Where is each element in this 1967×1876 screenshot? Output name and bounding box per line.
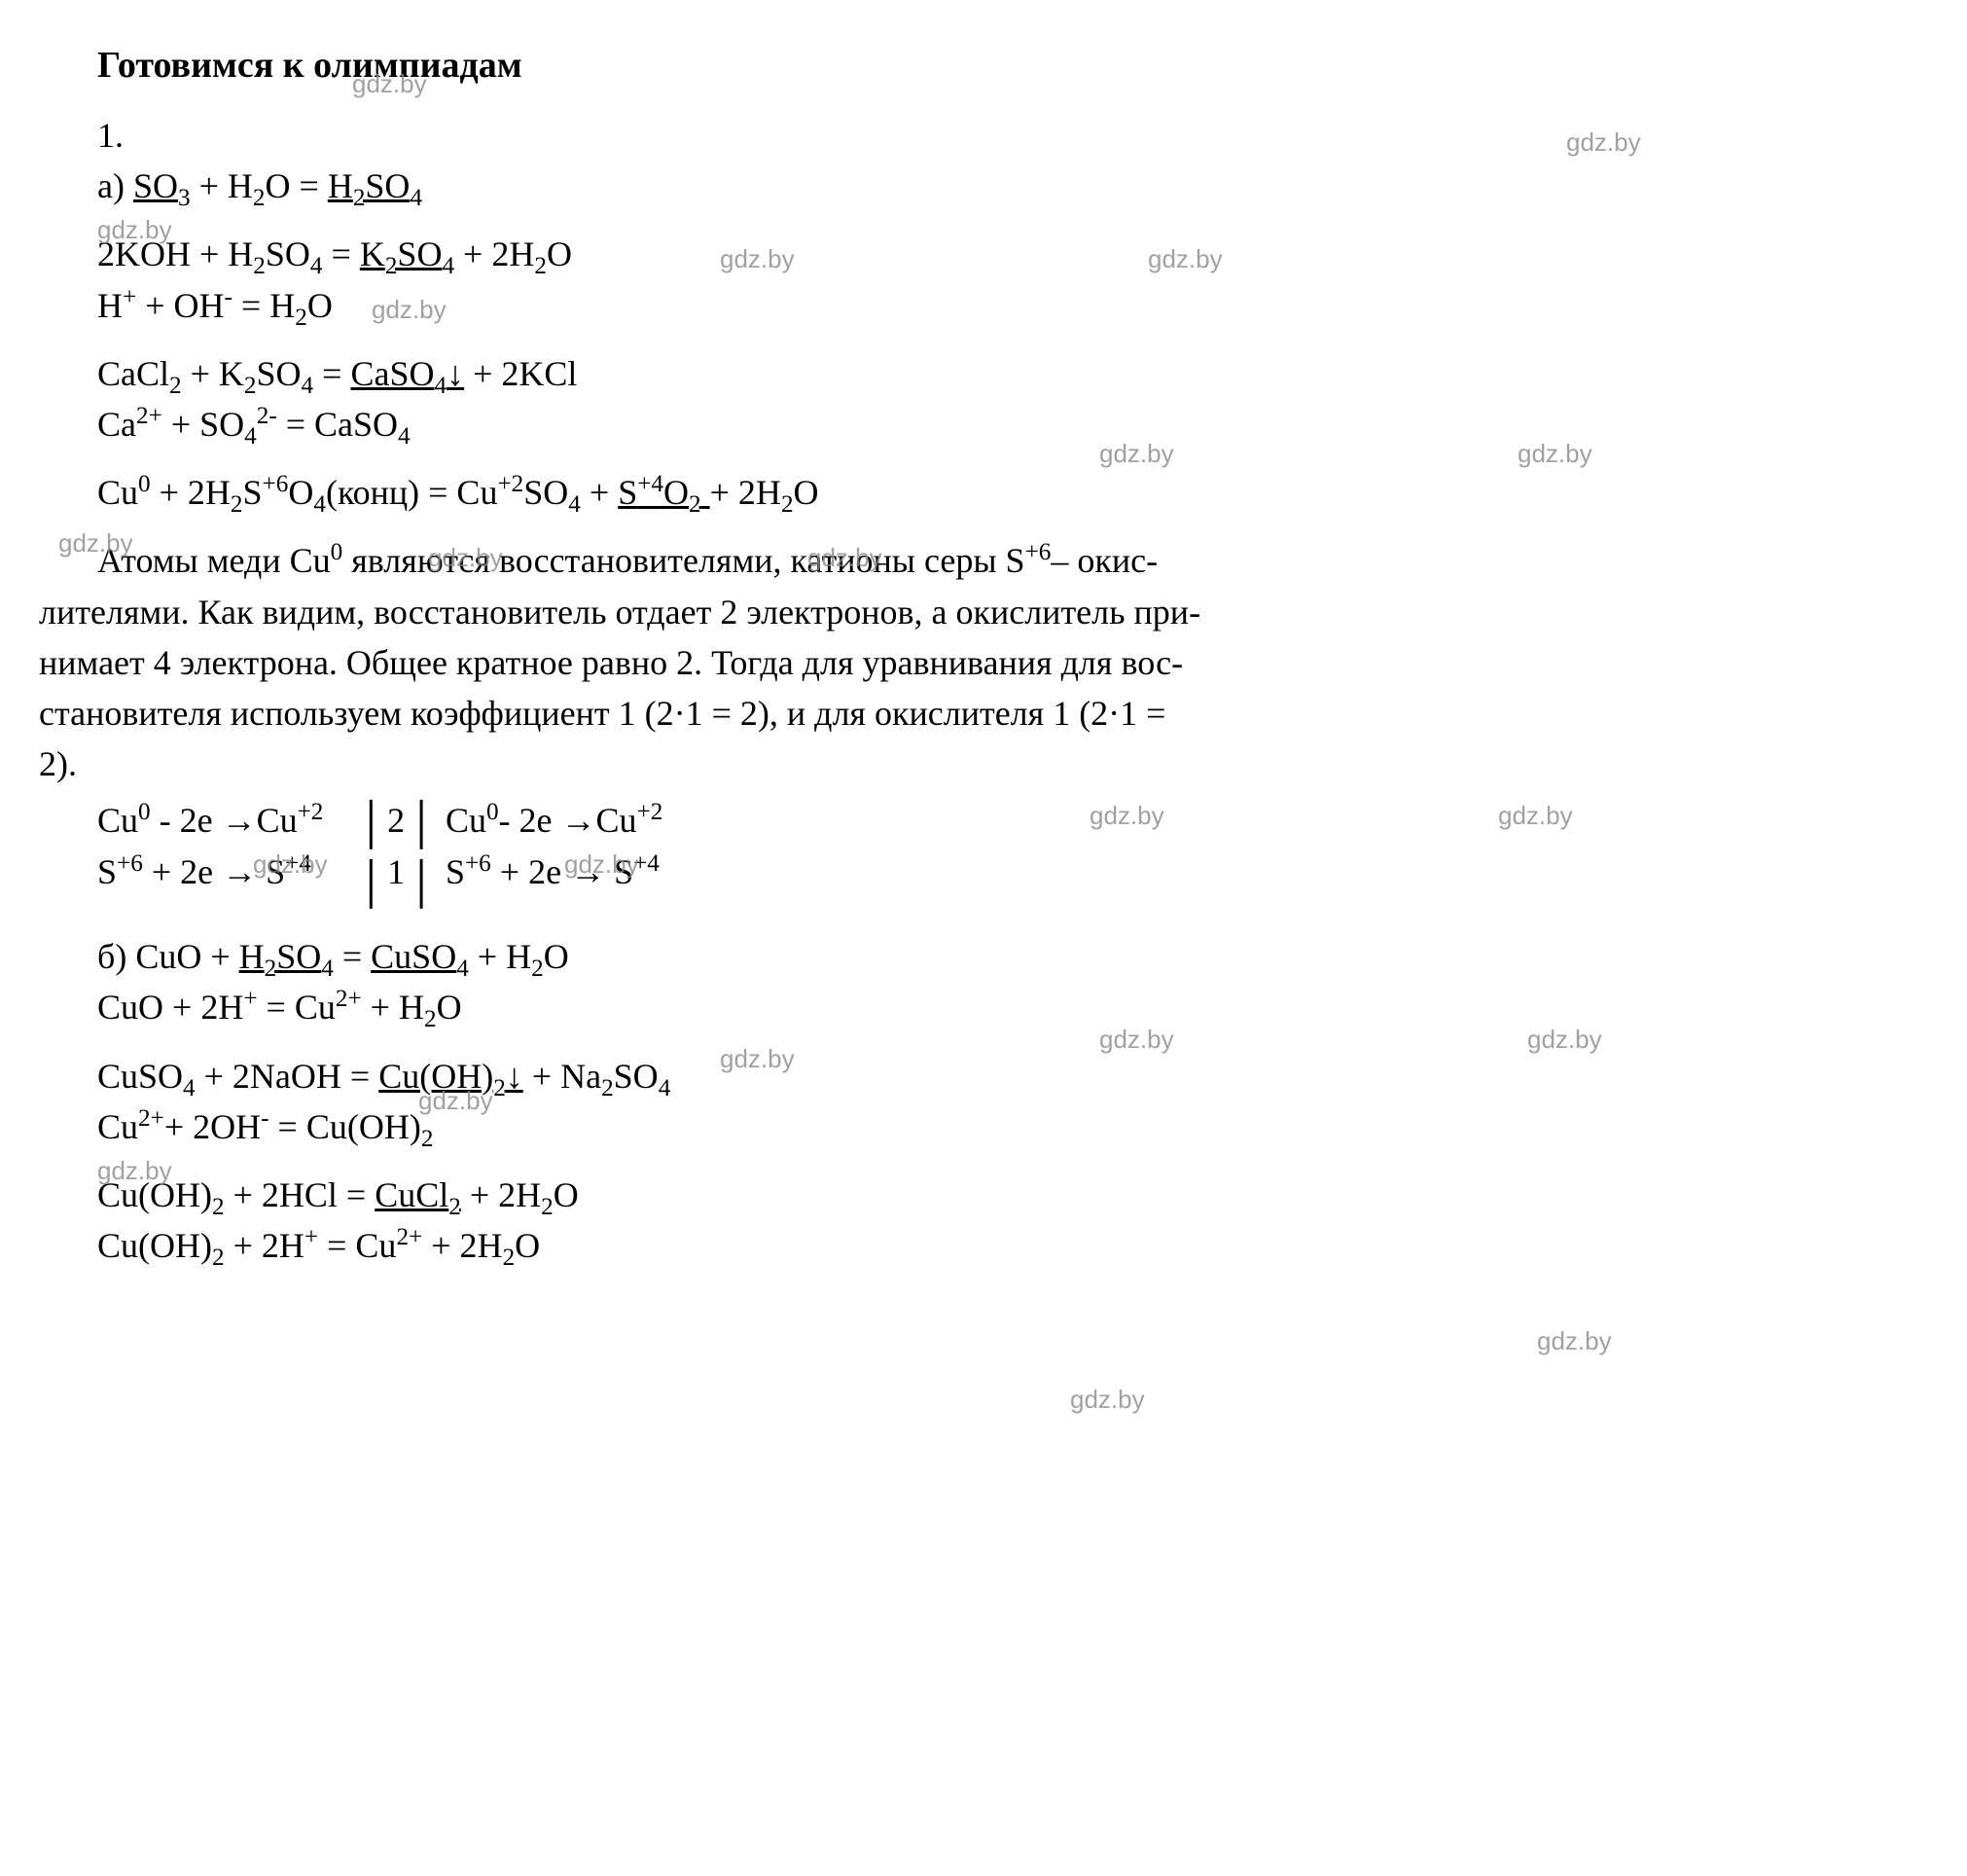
eq-text: K2SO4 bbox=[360, 234, 454, 273]
half-reactions: Cu0 - 2e →Cu+2 S+6 + 2e → S+4 │ │ 2 1 │ … bbox=[97, 795, 1909, 914]
eq-text: CuSO4 bbox=[371, 937, 469, 976]
equation-b4: Cu2++ 2OH- = Cu(OH)2 bbox=[97, 1101, 1909, 1152]
item-number: 1. bbox=[97, 110, 1909, 161]
divider-bar: │ bbox=[401, 795, 442, 854]
part-b-label: б) bbox=[97, 937, 135, 976]
eq-text: S+4O2 bbox=[618, 473, 709, 512]
half-l1: Cu0 - 2e →Cu+2 bbox=[97, 795, 323, 846]
section-heading: Готовимся к олимпиадам bbox=[97, 39, 1909, 92]
eq-text: + 2H2O bbox=[454, 234, 572, 273]
equation-a2: 2KOH + H2SO4 = K2SO4 + 2H2O bbox=[97, 229, 1909, 279]
watermark: gdz.by bbox=[1537, 1323, 1612, 1360]
eq-text: H2SO4 bbox=[239, 937, 334, 976]
equation-a6: Cu0 + 2H2S+6O4(конц) = Cu+2SO4 + S+4O2 +… bbox=[97, 467, 1909, 518]
explain-line: 2). bbox=[39, 739, 1909, 789]
half-r2: S+6 + 2e → S+4 bbox=[446, 847, 662, 897]
eq-text: H2SO4 bbox=[328, 166, 422, 205]
eq-text: + H2O bbox=[469, 937, 569, 976]
eq-text: CuSO4 + 2NaOH = bbox=[97, 1057, 378, 1096]
half-l2: S+6 + 2e → S+4 bbox=[97, 847, 323, 897]
eq-text: SO3 bbox=[133, 166, 191, 205]
equation-a5: Ca2+ + SO42- = CaSO4 bbox=[97, 399, 1909, 450]
eq-text: Cu(OH)2↓ bbox=[378, 1057, 523, 1096]
explain-line: становителя используем коэффициент 1 (2·… bbox=[39, 688, 1909, 739]
eq-text: 2KOH + H2SO4 = bbox=[97, 234, 360, 273]
explanation-paragraph: Атомы меди Cu0 являются восстановителями… bbox=[39, 535, 1909, 789]
divider-bar: │ bbox=[401, 854, 442, 914]
explain-line: Атомы меди Cu0 являются восстановителями… bbox=[39, 535, 1909, 586]
half-r1: Cu0- 2e →Cu+2 bbox=[446, 795, 662, 846]
eq-text: CaSO4↓ bbox=[350, 354, 464, 393]
divider-bar: │ bbox=[350, 795, 391, 854]
eq-text: CaCl2 + K2SO4 = bbox=[97, 354, 350, 393]
equation-b3: CuSO4 + 2NaOH = Cu(OH)2↓ + Na2SO4 bbox=[97, 1051, 1909, 1101]
explain-line: лителями. Как видим, восстановитель отда… bbox=[39, 587, 1909, 637]
eq-text: + 2H2O bbox=[710, 473, 819, 512]
equation-a4: CaCl2 + K2SO4 = CaSO4↓ + 2KCl bbox=[97, 348, 1909, 399]
explain-line: нимает 4 электрона. Общее кратное равно … bbox=[39, 637, 1909, 688]
eq-text: Cu(OH)2 + 2HCl = bbox=[97, 1175, 375, 1214]
equation-b2: CuO + 2H+ = Cu2+ + H2O bbox=[97, 982, 1909, 1032]
eq-text: + Na2SO4 bbox=[523, 1057, 671, 1096]
eq-text: Cu0 + 2H2S+6O4(конц) = Cu+2SO4 + bbox=[97, 473, 618, 512]
divider-bar: │ bbox=[350, 854, 391, 914]
equation-a1: а) SO3 + H2O = H2SO4 bbox=[97, 161, 1909, 211]
equation-a3: H+ + OH- = H2O bbox=[97, 280, 1909, 331]
equation-b1: б) CuO + H2SO4 = CuSO4 + H2O bbox=[97, 931, 1909, 982]
equation-b6: Cu(OH)2 + 2H+ = Cu2+ + 2H2O bbox=[97, 1220, 1909, 1271]
eq-text: CuO + bbox=[135, 937, 238, 976]
eq-text: CuCl2 bbox=[375, 1175, 461, 1214]
equation-b5: Cu(OH)2 + 2HCl = CuCl2 + 2H2O bbox=[97, 1170, 1909, 1220]
eq-text: + H2O = bbox=[191, 166, 328, 205]
eq-text: + 2KCl bbox=[464, 354, 577, 393]
eq-text: + 2H2O bbox=[461, 1175, 579, 1214]
eq-text: = bbox=[334, 937, 371, 976]
part-a-label: а) bbox=[97, 166, 133, 205]
watermark: gdz.by bbox=[1070, 1382, 1145, 1419]
